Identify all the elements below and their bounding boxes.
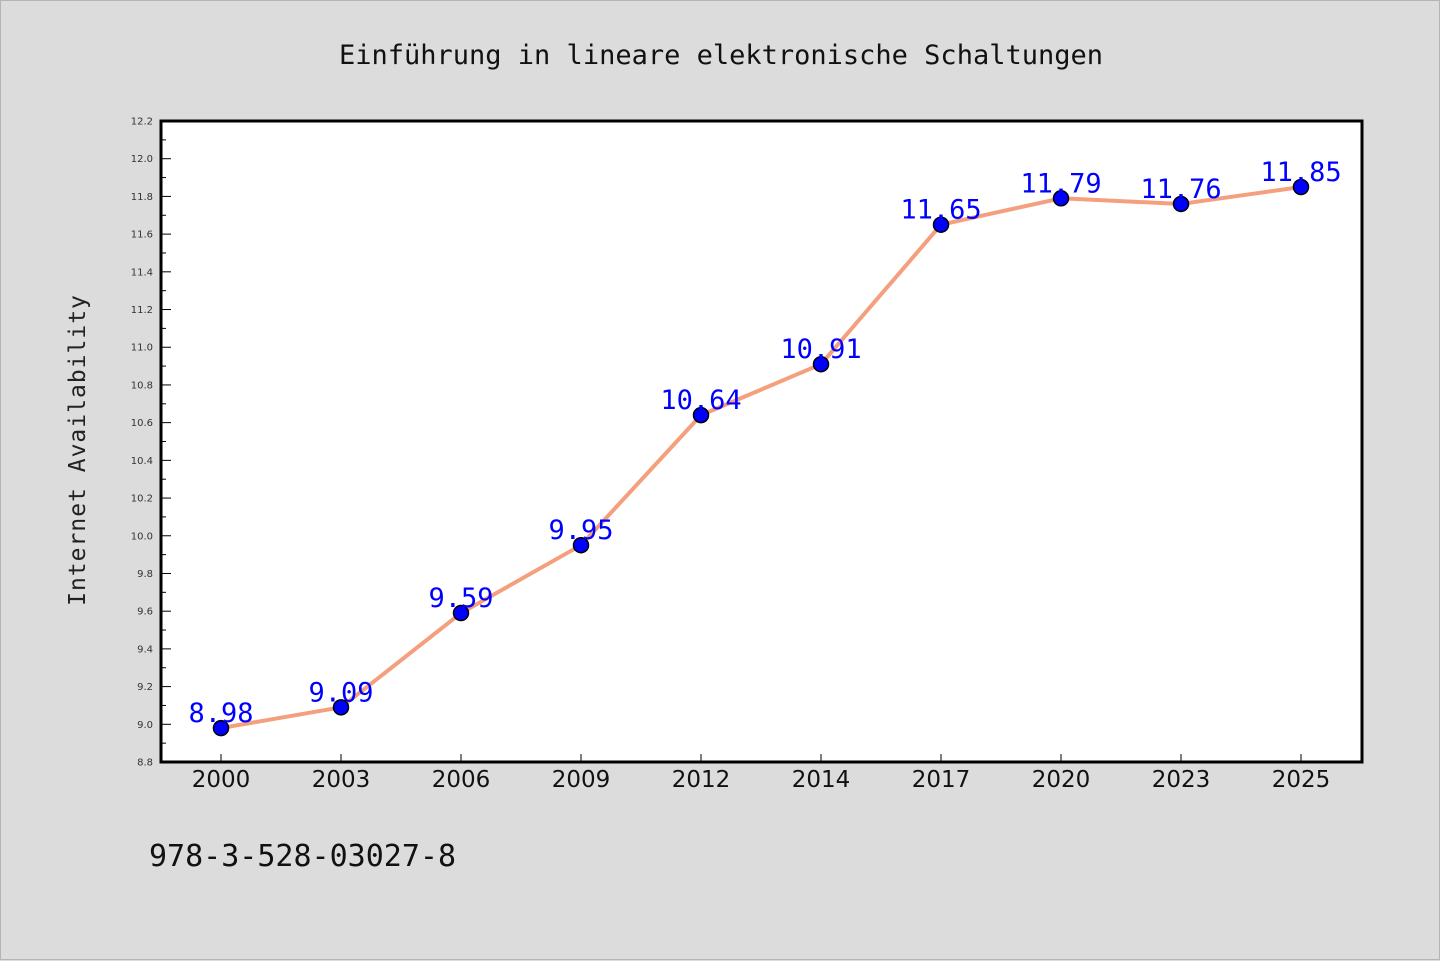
data-point: [812, 355, 830, 373]
plot-area: [159, 119, 1364, 764]
x-tick-label: 2017: [912, 767, 971, 793]
x-axis: 2000 2003 2006 2009 2012 2014 2017 2020 2023 2025: [192, 754, 1331, 793]
y-axis-label: Internet Availability: [65, 294, 91, 606]
data-point: [692, 406, 710, 424]
x-tick-label: 2020: [1032, 767, 1091, 793]
data-label: 10.91: [780, 334, 861, 365]
data-point: [212, 719, 230, 737]
y-tick-label: 11.6: [131, 230, 153, 241]
y-tick-label: 10.0: [131, 531, 153, 542]
data-point: [1172, 195, 1190, 213]
chart-title: Einführung in lineare elektronische Scha…: [339, 40, 1103, 71]
x-tick-label: 2003: [312, 767, 371, 793]
x-tick-label: 2012: [672, 767, 731, 793]
y-tick-label: 10.8: [131, 380, 153, 391]
y-tick-label: 10.4: [131, 456, 153, 467]
x-tick-label: 2025: [1272, 767, 1331, 793]
x-tick-label: 2009: [552, 767, 611, 793]
y-tick-label: 11.0: [131, 343, 153, 354]
y-tick-label: 9.2: [137, 682, 153, 693]
isbn-text: 978-3-528-03027-8: [149, 839, 456, 874]
y-tick-label: 10.6: [131, 418, 153, 429]
data-point: [932, 216, 950, 233]
data-label: 11.76: [1140, 174, 1221, 205]
y-tick-label: 10.2: [131, 494, 153, 505]
data-label: 11.65: [900, 195, 981, 226]
y-tick-label: 12.2: [131, 117, 153, 128]
data-point: [332, 699, 350, 716]
data-point: [572, 536, 590, 554]
data-markers: [212, 178, 1310, 737]
data-point: [452, 604, 470, 622]
data-point: [1292, 178, 1310, 196]
data-label: 9.59: [428, 583, 493, 614]
data-label: 11.85: [1260, 157, 1341, 188]
data-label: 9.09: [308, 677, 373, 708]
x-tick-label: 2023: [1152, 767, 1211, 793]
data-label: 9.95: [548, 515, 613, 546]
y-tick-label: 9.0: [137, 720, 153, 731]
y-tick-label: 9.4: [137, 644, 153, 655]
y-tick-label: 9.6: [137, 607, 153, 618]
y-tick-label: 11.4: [131, 267, 153, 278]
y-tick-label: 11.8: [131, 192, 153, 203]
series-line: [220, 185, 1302, 731]
y-tick-label: 12.0: [131, 154, 153, 165]
x-tick-label: 2006: [432, 767, 491, 793]
data-point: [1052, 190, 1070, 207]
y-tick-label: 11.2: [131, 305, 153, 316]
y-axis: 8.8 9.0 9.2 9.4 9.6 9.8 10.0 10.2 10.4 10.6 10.8 11…: [131, 117, 171, 769]
data-label: 11.79: [1020, 168, 1101, 199]
y-tick-label: 9.8: [137, 569, 153, 580]
data-label: 8.98: [188, 698, 253, 729]
x-tick-label: 2000: [192, 767, 251, 793]
data-labels: 8.98 9.09 9.59 9.95 10.64 10.91 11.65 11.79 11.7…: [188, 157, 1341, 729]
x-tick-label: 2014: [792, 767, 851, 793]
data-label: 10.64: [660, 385, 741, 416]
y-tick-label: 8.8: [137, 758, 153, 769]
